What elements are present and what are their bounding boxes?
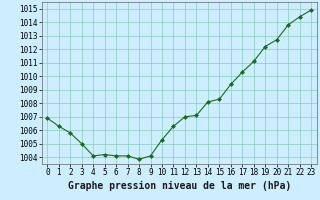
X-axis label: Graphe pression niveau de la mer (hPa): Graphe pression niveau de la mer (hPa) — [68, 181, 291, 191]
